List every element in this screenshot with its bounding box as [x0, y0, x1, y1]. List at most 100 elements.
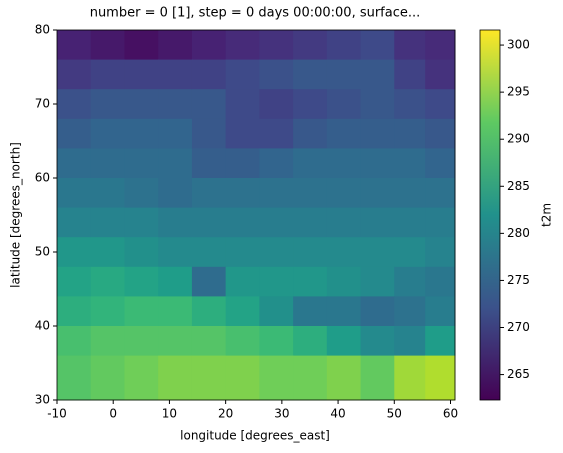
cell: [259, 178, 294, 209]
colorbar-tick-label: 275: [507, 273, 530, 287]
colorbar-tick-label: 265: [507, 367, 530, 381]
cell: [191, 148, 227, 179]
cell: [394, 237, 426, 268]
cell: [158, 237, 193, 268]
cell: [158, 178, 193, 209]
cell: [360, 207, 395, 238]
cell: [293, 326, 328, 357]
cell: [326, 237, 362, 268]
cell: [90, 178, 125, 209]
cell: [90, 296, 125, 327]
cell: [225, 207, 260, 238]
cell: [360, 148, 395, 179]
cell: [57, 355, 92, 401]
cell: [90, 30, 125, 61]
cell: [360, 89, 395, 120]
cell: [191, 118, 227, 149]
cell: [326, 59, 362, 90]
cell: [191, 237, 227, 268]
cell: [90, 148, 125, 179]
cell: [259, 266, 294, 297]
cell: [57, 59, 92, 90]
cell: [124, 296, 159, 327]
cell: [124, 89, 159, 120]
cell: [158, 89, 193, 120]
cell: [124, 266, 159, 297]
cell: [57, 148, 92, 179]
x-tick-label: 20: [218, 407, 233, 421]
y-tick-label: 70: [35, 97, 50, 111]
cell: [124, 30, 159, 61]
cell: [57, 178, 92, 209]
cell: [293, 266, 328, 297]
cell: [158, 207, 193, 238]
cell: [293, 178, 328, 209]
x-tick-label: 60: [443, 407, 458, 421]
cell: [394, 59, 426, 90]
cell: [57, 237, 92, 268]
cell: [293, 118, 328, 149]
cell: [191, 326, 227, 357]
cell: [225, 355, 260, 401]
cell: [293, 207, 328, 238]
cell: [425, 148, 456, 179]
cell: [225, 89, 260, 120]
x-tick-label: 10: [162, 407, 177, 421]
cell: [191, 296, 227, 327]
cell: [191, 59, 227, 90]
cell: [225, 296, 260, 327]
x-tick-label: 30: [274, 407, 289, 421]
cell: [191, 207, 227, 238]
cell: [394, 266, 426, 297]
cell: [394, 148, 426, 179]
cell: [225, 59, 260, 90]
cell: [124, 148, 159, 179]
x-tick-label: 0: [109, 407, 117, 421]
cell: [425, 355, 456, 401]
cell: [90, 89, 125, 120]
colorbar-tick-label: 290: [507, 132, 530, 146]
cell: [360, 266, 395, 297]
cell: [57, 118, 92, 149]
cell: [394, 296, 426, 327]
cell: [57, 207, 92, 238]
cell: [394, 178, 426, 209]
cell: [225, 118, 260, 149]
x-axis-label: longitude [degrees_east]: [180, 429, 330, 443]
colorbar-tick-label: 300: [507, 38, 530, 52]
cell: [394, 355, 426, 401]
cell: [394, 326, 426, 357]
cell: [259, 148, 294, 179]
cell: [57, 296, 92, 327]
cell: [124, 118, 159, 149]
cell: [57, 30, 92, 61]
cell: [124, 237, 159, 268]
cell: [158, 148, 193, 179]
cell: [158, 355, 193, 401]
cell: [360, 326, 395, 357]
cell: [259, 59, 294, 90]
cell: [57, 266, 92, 297]
y-tick-label: 50: [35, 245, 50, 259]
cell: [225, 266, 260, 297]
cell: [124, 178, 159, 209]
cell: [394, 89, 426, 120]
y-tick-label: 40: [35, 319, 50, 333]
cell: [259, 355, 294, 401]
cell: [90, 266, 125, 297]
cell: [293, 59, 328, 90]
cell: [90, 326, 125, 357]
cell: [360, 118, 395, 149]
cell: [124, 207, 159, 238]
colorbar-tick-label: 270: [507, 320, 530, 334]
cell: [158, 30, 193, 61]
cell: [394, 118, 426, 149]
cell: [425, 326, 456, 357]
cell: [191, 178, 227, 209]
cell: [360, 59, 395, 90]
cell: [326, 207, 362, 238]
x-tick-label: 50: [387, 407, 402, 421]
cell: [425, 59, 456, 90]
cell: [191, 266, 227, 297]
cell: [124, 59, 159, 90]
